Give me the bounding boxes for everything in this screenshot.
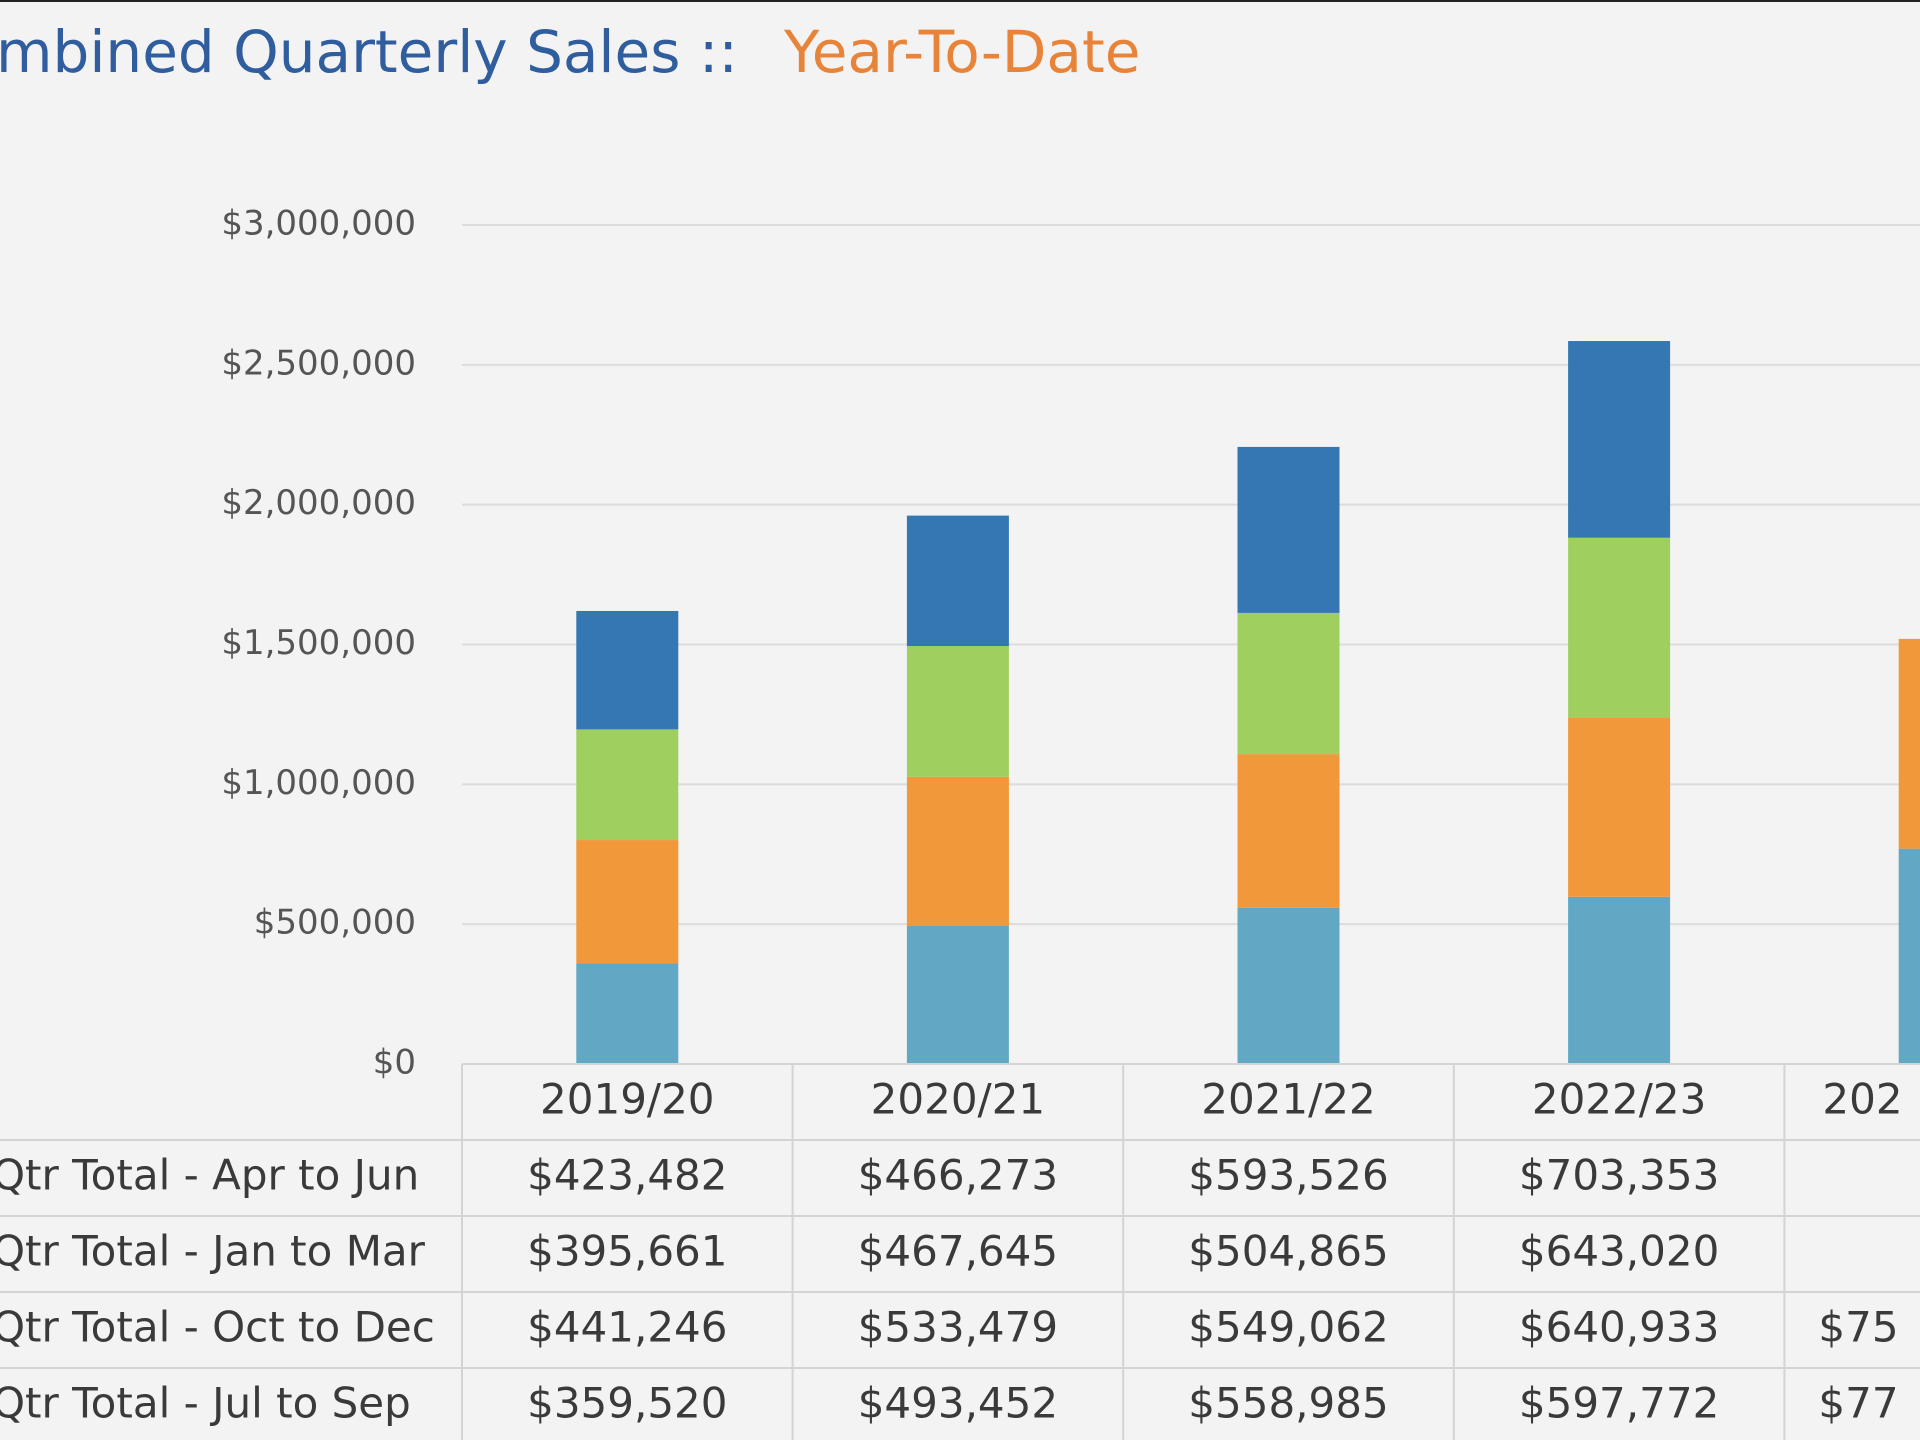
legend-label: Qtr Total - Jan to Mar bbox=[0, 1227, 426, 1276]
legend-label: Qtr Total - Jul to Sep bbox=[0, 1379, 411, 1428]
data-label: $423,482 bbox=[527, 1151, 727, 1200]
bar-segment bbox=[1568, 537, 1671, 718]
y-tick-label: $0 bbox=[373, 1043, 416, 1083]
bar-segment bbox=[1568, 717, 1671, 897]
bar-segment bbox=[576, 963, 679, 1064]
data-label: $593,526 bbox=[1188, 1151, 1388, 1200]
chart-subtitle: Year-To-Date bbox=[783, 18, 1140, 86]
y-tick-label: $2,000,000 bbox=[221, 483, 416, 523]
y-tick-label: $1,500,000 bbox=[221, 623, 416, 663]
bar-segment bbox=[576, 610, 679, 730]
bar-segment bbox=[1237, 907, 1340, 1064]
x-tick-label: 202 bbox=[1822, 1075, 1902, 1124]
data-label: $359,520 bbox=[527, 1379, 727, 1428]
bar-segment bbox=[1568, 341, 1671, 538]
data-label: $533,479 bbox=[858, 1303, 1058, 1352]
data-label: $643,020 bbox=[1519, 1227, 1719, 1276]
x-tick-label: 2021/22 bbox=[1201, 1075, 1375, 1124]
bar-segment bbox=[1237, 754, 1340, 908]
data-label: $77 bbox=[1818, 1379, 1898, 1428]
data-label: $466,273 bbox=[858, 1151, 1058, 1200]
bar-segment bbox=[576, 729, 679, 841]
data-label: $640,933 bbox=[1519, 1303, 1719, 1352]
data-label: $75 bbox=[1818, 1303, 1898, 1352]
data-label: $441,246 bbox=[527, 1303, 727, 1352]
chart-title: mbined Quarterly Sales :: bbox=[0, 18, 738, 86]
data-label: $597,772 bbox=[1519, 1379, 1719, 1428]
x-tick-label: 2022/23 bbox=[1532, 1075, 1706, 1124]
bar-segment bbox=[1898, 848, 1920, 1064]
data-label: $493,452 bbox=[858, 1379, 1058, 1428]
y-tick-label: $3,000,000 bbox=[221, 204, 416, 244]
data-label: $395,661 bbox=[527, 1227, 727, 1276]
bar-segment bbox=[906, 776, 1009, 926]
bar-segment bbox=[576, 840, 679, 964]
bar-segment bbox=[1237, 446, 1340, 613]
bar-segment bbox=[906, 515, 1009, 647]
data-label: $467,645 bbox=[858, 1227, 1058, 1276]
bar-segment bbox=[1898, 638, 1920, 849]
data-label: $558,985 bbox=[1188, 1379, 1388, 1428]
x-tick-label: 2019/20 bbox=[540, 1075, 714, 1124]
data-label: $549,062 bbox=[1188, 1303, 1388, 1352]
legend-label: Qtr Total - Oct to Dec bbox=[0, 1303, 435, 1352]
data-label: $703,353 bbox=[1519, 1151, 1719, 1200]
y-tick-label: $2,500,000 bbox=[221, 343, 416, 383]
bar-segment bbox=[906, 646, 1009, 777]
y-tick-label: $500,000 bbox=[254, 903, 416, 943]
bar-segment bbox=[906, 925, 1009, 1064]
bar-segment bbox=[1568, 896, 1671, 1064]
y-tick-label: $1,000,000 bbox=[221, 763, 416, 803]
x-tick-label: 2020/21 bbox=[871, 1075, 1045, 1124]
bar-segment bbox=[1237, 612, 1340, 755]
data-label: $504,865 bbox=[1188, 1227, 1388, 1276]
legend-label: Qtr Total - Apr to Jun bbox=[0, 1151, 419, 1200]
